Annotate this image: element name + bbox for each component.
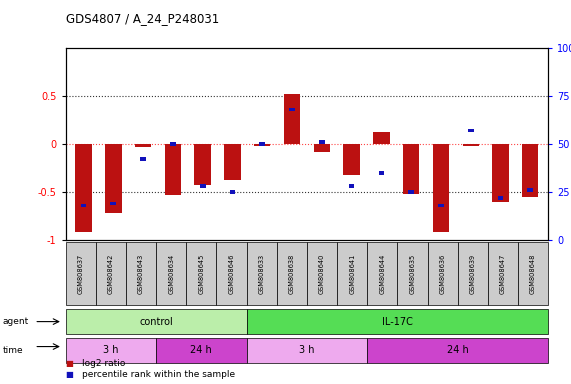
Text: 3 h: 3 h: [299, 345, 315, 356]
Bar: [200, 184, 206, 188]
Bar: [110, 202, 116, 205]
Text: GSM808648: GSM808648: [530, 253, 536, 294]
Bar: [289, 108, 295, 111]
Text: agent: agent: [3, 317, 29, 326]
Bar: [81, 204, 86, 207]
Text: GSM808640: GSM808640: [319, 253, 325, 294]
Text: ■: ■: [66, 370, 74, 379]
Bar: [403, 144, 419, 194]
Bar: [224, 144, 240, 180]
Text: 24 h: 24 h: [191, 345, 212, 356]
Text: ■: ■: [66, 359, 74, 368]
Text: GSM808638: GSM808638: [289, 253, 295, 294]
Bar: [164, 144, 181, 195]
Bar: [105, 144, 122, 213]
Text: GSM808634: GSM808634: [168, 253, 174, 294]
Text: 24 h: 24 h: [447, 345, 469, 356]
Text: GSM808646: GSM808646: [228, 253, 235, 294]
Text: log2 ratio: log2 ratio: [82, 359, 125, 368]
Bar: [498, 196, 504, 200]
Bar: [230, 190, 235, 194]
Text: GSM808639: GSM808639: [470, 253, 476, 294]
Text: GSM808642: GSM808642: [108, 253, 114, 294]
Bar: [468, 129, 473, 132]
Text: 3 h: 3 h: [103, 345, 119, 356]
Text: GSM808643: GSM808643: [138, 253, 144, 294]
Text: IL-17C: IL-17C: [382, 316, 413, 327]
Bar: [284, 94, 300, 144]
Text: time: time: [3, 346, 23, 355]
Text: GSM808635: GSM808635: [409, 253, 416, 294]
Bar: [349, 184, 355, 188]
Bar: [492, 144, 509, 202]
Text: GSM808647: GSM808647: [500, 253, 506, 294]
Text: GDS4807 / A_24_P248031: GDS4807 / A_24_P248031: [66, 12, 219, 25]
Text: GSM808641: GSM808641: [349, 253, 355, 294]
Bar: [433, 144, 449, 232]
Text: GSM808636: GSM808636: [440, 253, 445, 294]
Text: GSM808637: GSM808637: [78, 253, 84, 294]
Bar: [259, 142, 265, 146]
Bar: [463, 144, 479, 146]
Bar: [528, 188, 533, 192]
Bar: [408, 190, 414, 194]
Text: GSM808645: GSM808645: [198, 253, 204, 294]
Bar: [379, 171, 384, 175]
Bar: [319, 140, 325, 144]
Bar: [343, 144, 360, 175]
Text: percentile rank within the sample: percentile rank within the sample: [82, 370, 235, 379]
Text: GSM808644: GSM808644: [379, 253, 385, 294]
Bar: [254, 144, 271, 146]
Text: control: control: [139, 316, 173, 327]
Bar: [135, 144, 151, 147]
Bar: [522, 144, 538, 197]
Bar: [170, 142, 176, 146]
Text: GSM808633: GSM808633: [259, 253, 265, 294]
Bar: [373, 132, 389, 144]
Bar: [313, 144, 330, 152]
Bar: [140, 157, 146, 161]
Bar: [75, 144, 92, 232]
Bar: [438, 204, 444, 207]
Bar: [195, 144, 211, 185]
